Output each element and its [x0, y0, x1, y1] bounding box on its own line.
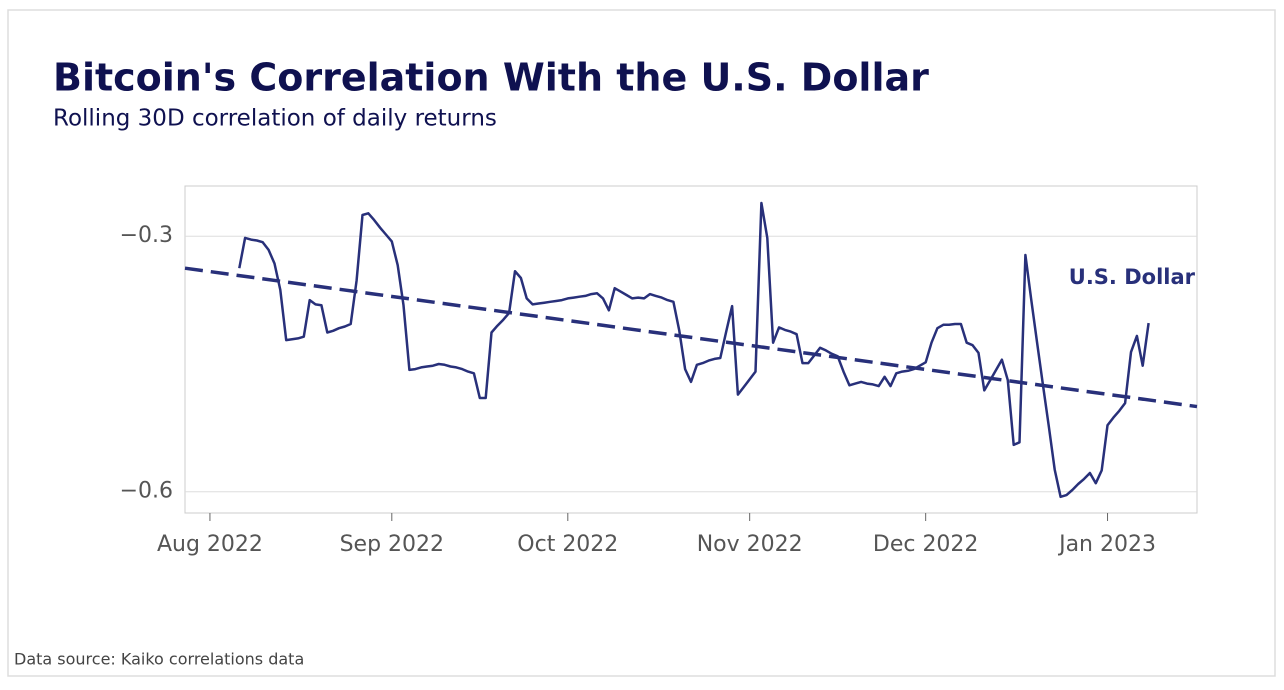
x-tick-label: Jan 2023 — [1057, 532, 1156, 557]
source-note: Data source: Kaiko correlations data — [14, 650, 304, 669]
x-tick-label: Aug 2022 — [157, 532, 263, 557]
line — [238, 201, 1150, 499]
x-tick-label: Oct 2022 — [517, 532, 618, 557]
y-tick-label: −0.6 — [120, 479, 173, 504]
card — [7, 9, 1276, 677]
x-tick-label: Dec 2022 — [873, 532, 979, 557]
x-tick-label: Sep 2022 — [340, 532, 444, 557]
series-label: U.S. Dollar — [1069, 265, 1196, 289]
chart-title: Bitcoin's Correlation With the U.S. Doll… — [53, 56, 929, 100]
y-tick-label: −0.3 — [120, 223, 173, 248]
plot-frame — [184, 185, 1198, 514]
x-tick-label: Nov 2022 — [697, 532, 803, 557]
chart-subtitle: Rolling 30D correlation of daily returns — [53, 106, 497, 132]
trend-line — [184, 266, 1198, 409]
